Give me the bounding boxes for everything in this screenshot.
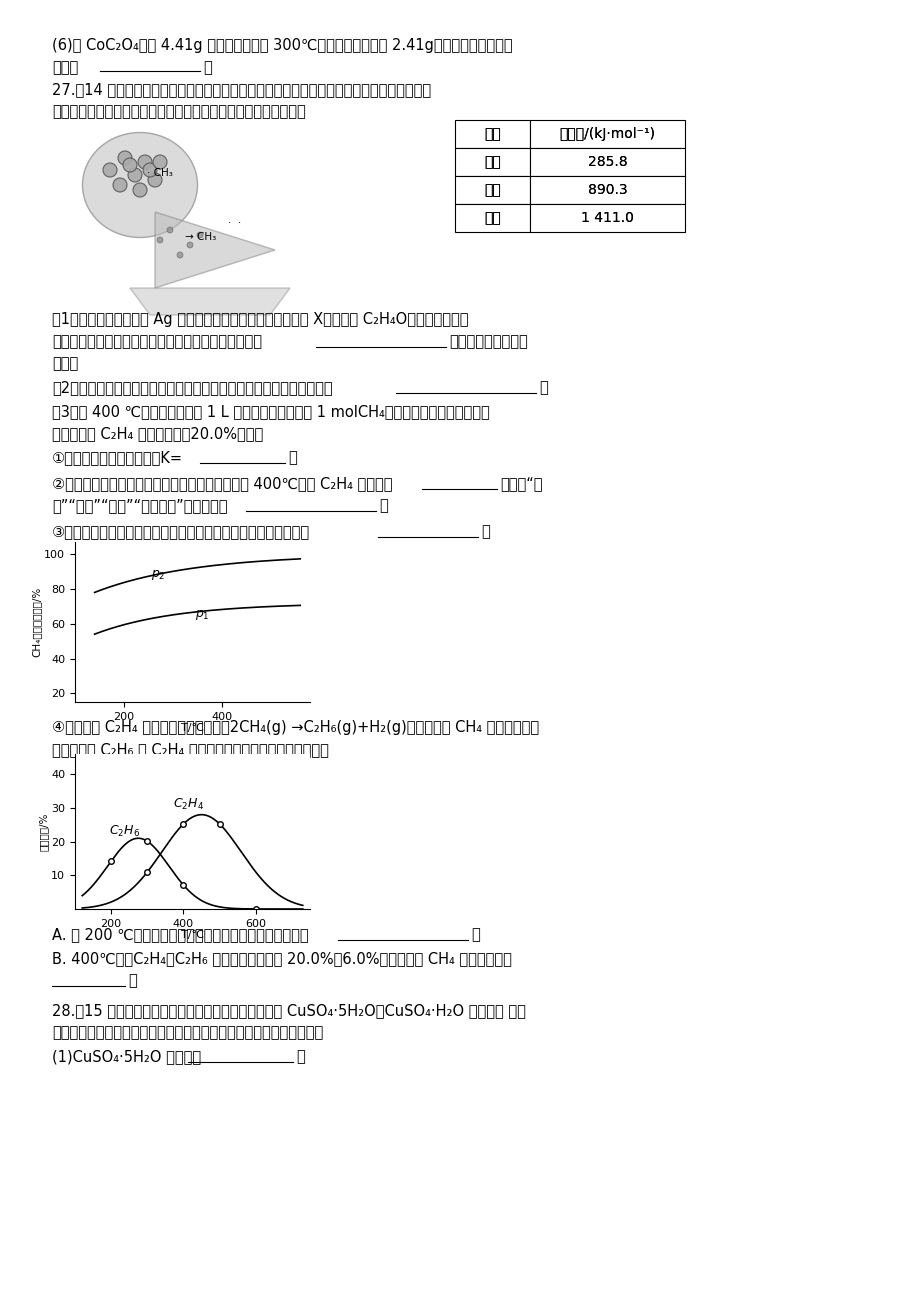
Text: ③若容器体积固定，不同压强下可得变化如下图，则压强的关系是: ③若容器体积固定，不同压强下可得变化如下图，则压强的关系是 [52, 523, 310, 539]
Text: 式）。: 式）。 [52, 355, 78, 371]
Circle shape [153, 155, 167, 169]
Circle shape [133, 184, 147, 197]
Text: 27.（14 分）中科院大连化学物理研究所的一项最新成果实现了甲烷高效生产乙烯，甲烷在催: 27.（14 分）中科院大连化学物理研究所的一项最新成果实现了甲烷高效生产乙烯，… [52, 82, 431, 98]
Text: (1)CuSO₄·5H₂O 的俧名是: (1)CuSO₄·5H₂O 的俧名是 [52, 1049, 201, 1064]
Text: 。: 。 [481, 523, 489, 539]
Y-axis label: 体积分数/%: 体积分数/% [39, 812, 49, 850]
Text: 合物，它可用作杀菌剂，还可用于电镇和电解精练铜。回答下列问题：: 合物，它可用作杀菌剂，还可用于电镇和电解精练铜。回答下列问题： [52, 1025, 323, 1040]
Bar [529, 148, 685, 176]
Polygon shape [154, 212, 275, 288]
X-axis label: T/℃: T/℃ [181, 723, 204, 733]
Circle shape [157, 237, 163, 243]
Text: 乙烯: 乙烯 [483, 211, 500, 225]
Text: （3）在 400 ℃时，向初始体积 1 L 的恒压反应器中充入 1 molCH₄，发生上述反应，测得平衡: （3）在 400 ℃时，向初始体积 1 L 的恒压反应器中充入 1 molCH₄… [52, 404, 489, 419]
Circle shape [197, 232, 203, 238]
Text: B. 400℃时，C₂H₄、C₂H₆ 的体积分数分别为 20.0%、6.0%，则体系中 CH₄ 的体积分数是: B. 400℃时，C₂H₄、C₂H₆ 的体积分数分别为 20.0%、6.0%，则… [52, 950, 511, 966]
X-axis label: T/℃: T/℃ [181, 930, 204, 940]
Text: 化作用下脱氢，在气相中经自由基偶联反应生成乙烯，如图所示。: 化作用下脱氢，在气相中经自由基偶联反应生成乙烯，如图所示。 [52, 104, 305, 118]
Text: 燃烧热/(kJ·mol⁻¹): 燃烧热/(kJ·mol⁻¹) [559, 128, 654, 141]
Text: 。: 。 [288, 450, 297, 465]
Text: ④实际制备 C₂H₄ 时，通常存在副反应：2CH₄(g) →C₂H₆(g)+H₂(g)。反应器和 CH₄ 起始量不变，: ④实际制备 C₂H₄ 时，通常存在副反应：2CH₄(g) →C₂H₆(g)+H₂… [52, 720, 539, 736]
Text: 程式为: 程式为 [52, 60, 78, 76]
Text: 甲烷: 甲烷 [483, 184, 500, 197]
Text: 甲烷: 甲烷 [483, 184, 500, 197]
Circle shape [176, 253, 183, 258]
Text: 大”“减小”“不变”“无法确定”），理由是: 大”“减小”“不变”“无法确定”），理由是 [52, 497, 227, 513]
Circle shape [113, 178, 127, 191]
Text: 。: 。 [203, 60, 211, 76]
Text: ②若向该容器通入高温水蒸气（不参加反应，高于 400℃）， C₂H₄ 的产率将: ②若向该容器通入高温水蒸气（不参加反应，高于 400℃）， C₂H₄ 的产率将 [52, 477, 392, 491]
Bar [455, 148, 529, 176]
Text: 。: 。 [471, 927, 479, 943]
Text: $p_2$: $p_2$ [151, 568, 165, 582]
Bar [455, 120, 529, 148]
Text: 混合气体中 C₂H₄ 的体积分数为20.0%。则：: 混合气体中 C₂H₄ 的体积分数为20.0%。则： [52, 426, 263, 441]
Ellipse shape [83, 133, 198, 237]
Circle shape [128, 168, 142, 182]
Bar [455, 204, 529, 232]
Text: ①在该温度下，其平衡常数K=: ①在该温度下，其平衡常数K= [52, 450, 183, 465]
Text: 。: 。 [539, 380, 547, 395]
Text: （1）现代石油化工采用 Ag 作催化剂，可实现乙烯与氧气制备 X（分子式 C₂H₄O，不含双键），: （1）现代石油化工采用 Ag 作催化剂，可实现乙烯与氧气制备 X（分子式 C₂H… [52, 312, 468, 327]
Text: 28.（15 分）硫酸铜是一种常见的无机化合物，可形成 CuSO₄·5H₂O、CuSO₄·H₂O 等多种结 晶水: 28.（15 分）硫酸铜是一种常见的无机化合物，可形成 CuSO₄·5H₂O、C… [52, 1003, 526, 1018]
Text: 1 411.0: 1 411.0 [581, 211, 633, 225]
Text: $C_2H_6$: $C_2H_6$ [109, 824, 141, 838]
Text: → CH₃: → CH₃ [185, 232, 216, 242]
Text: 氢气: 氢气 [483, 155, 500, 169]
Text: 890.3: 890.3 [587, 184, 627, 197]
Circle shape [187, 242, 193, 247]
Text: (6)取 CoC₂O₄固体 4.41g 在空气中加热至 300℃，得到钑的氧化物 2.41g，则该反应的化学方: (6)取 CoC₂O₄固体 4.41g 在空气中加热至 300℃，得到钑的氧化物… [52, 38, 512, 53]
Bar [455, 176, 529, 204]
Text: A. 在 200 ℃时，测出乙烷的量比乙烯多的主要原因可能是: A. 在 200 ℃时，测出乙烷的量比乙烯多的主要原因可能是 [52, 927, 308, 943]
Circle shape [148, 173, 162, 187]
Circle shape [123, 158, 137, 172]
Polygon shape [130, 288, 289, 315]
Circle shape [118, 151, 131, 165]
Bar [529, 176, 685, 204]
Circle shape [138, 155, 152, 169]
Y-axis label: CH₄的平衡转化率/%: CH₄的平衡转化率/% [31, 587, 41, 658]
Text: 该反应符合最理想的原子经济，则反应的化学方程式是: 该反应符合最理想的原子经济，则反应的化学方程式是 [52, 335, 262, 349]
Text: $C_2H_4$: $C_2H_4$ [173, 797, 203, 812]
Text: 物质: 物质 [483, 128, 500, 141]
Text: 。: 。 [128, 973, 137, 988]
Text: 。: 。 [296, 1049, 304, 1064]
Text: 890.3: 890.3 [587, 184, 627, 197]
Text: 物质: 物质 [483, 128, 500, 141]
Text: ·  ·: · · [228, 217, 241, 228]
Text: 氢气: 氢气 [483, 155, 500, 169]
Text: 不同温度下 C₂H₆ 和 C₂H₄ 的体积分数与温度的关系曲线如图。: 不同温度下 C₂H₆ 和 C₂H₄ 的体积分数与温度的关系曲线如图。 [52, 742, 328, 756]
Circle shape [167, 227, 173, 233]
Text: （有机物请写结构简: （有机物请写结构简 [448, 335, 528, 349]
Text: （2）已知相关物质的燃烧热如上表，写出甲烷制备乙烯的热化学方程式: （2）已知相关物质的燃烧热如上表，写出甲烷制备乙烯的热化学方程式 [52, 380, 333, 395]
Text: 乙烯: 乙烯 [483, 211, 500, 225]
Circle shape [142, 163, 157, 177]
Circle shape [103, 163, 117, 177]
Bar [529, 120, 685, 148]
Text: 。: 。 [379, 497, 387, 513]
Text: 285.8: 285.8 [587, 155, 627, 169]
Text: 285.8: 285.8 [587, 155, 627, 169]
Text: 燃烧热/(kJ·mol⁻¹): 燃烧热/(kJ·mol⁻¹) [559, 128, 654, 141]
Text: 1 411.0: 1 411.0 [581, 211, 633, 225]
Text: （选填“增: （选填“增 [499, 477, 542, 491]
Text: $p_1$: $p_1$ [195, 608, 210, 622]
Text: · CH₃: · CH₃ [147, 168, 173, 178]
Bar [529, 204, 685, 232]
